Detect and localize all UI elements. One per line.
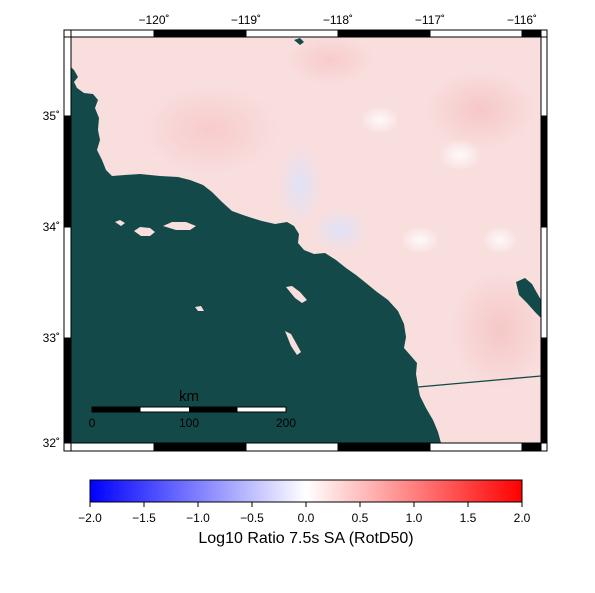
frame-bar-top-segment: [337, 29, 431, 38]
gulf-of-california: [516, 278, 541, 318]
lake: [294, 38, 304, 45]
colorbar-tick-label: 1.0: [406, 511, 423, 525]
map-area: [71, 37, 541, 443]
ratio-high-patch: [285, 37, 375, 85]
frame-bar-left-segment: [63, 226, 72, 339]
frame-bar-left-segment: [63, 337, 72, 444]
longitude-labels: −120˚ −119˚ −118˚ −117˚ −116˚: [138, 13, 537, 27]
ratio-high-patch: [140, 85, 280, 175]
colorbar-tick-label: −1.0: [186, 511, 210, 525]
frame-bar-top-segment: [521, 29, 542, 38]
scale-bar: km 0 100 200: [89, 388, 297, 430]
ratio-negative-patch: [312, 208, 368, 252]
ratio-high-patch: [450, 270, 541, 390]
lat-tick-label: 34˚: [43, 220, 60, 234]
frame-bar-top-segment: [245, 29, 339, 38]
frame-corner: [540, 29, 548, 38]
colorbar-ticks: [89, 502, 523, 507]
map-frame: [63, 29, 548, 452]
colorbar-tick-label: −1.5: [132, 511, 156, 525]
border-line: [417, 375, 541, 388]
scale-bar-label: 0: [89, 416, 96, 430]
frame-bar-right-segment: [540, 115, 548, 228]
ratio-low-patch: [400, 226, 440, 254]
frame-bar-top-segment: [70, 29, 155, 38]
frame-bar-left-segment: [63, 115, 72, 228]
frame-bar-bottom-segment: [337, 442, 431, 452]
ocean: [71, 37, 441, 443]
colorbar-tick-labels: −2.0 −1.5 −1.0 −0.5 0.0 0.5 1.0 1.5 2.0: [78, 511, 531, 525]
frame-corner: [63, 442, 72, 452]
colorbar-tick-label: 1.5: [460, 511, 477, 525]
colorbar: −2.0 −1.5 −1.0 −0.5 0.0 0.5 1.0 1.5 2.0 …: [78, 479, 531, 547]
frame-bar-bottom-segment: [429, 442, 523, 452]
colorbar-tick-label: 2.0: [514, 511, 531, 525]
lon-tick-label: −120˚: [138, 13, 169, 27]
frame-bar-top-segment: [153, 29, 247, 38]
scale-bar-label: 200: [276, 416, 296, 430]
frame-inner-border: [70, 36, 542, 444]
frame-bar-bottom-segment: [245, 442, 339, 452]
island: [163, 222, 196, 230]
colorbar-tick-label: −0.5: [240, 511, 264, 525]
frame-corner: [63, 29, 72, 38]
frame-corner: [540, 442, 548, 452]
lon-tick-label: −118˚: [323, 13, 353, 27]
scale-bar-unit: km: [179, 388, 199, 405]
ratio-high-patch: [425, 70, 535, 150]
frame-bar-left-segment: [63, 36, 72, 117]
colorbar-tick-label: −2.0: [78, 511, 102, 525]
island: [134, 227, 155, 236]
lat-tick-label: 33˚: [43, 331, 60, 345]
scale-bar-segment: [189, 407, 238, 412]
island: [285, 331, 301, 355]
colorbar-tick-label: 0.5: [352, 511, 369, 525]
ratio-low-patch: [482, 226, 518, 254]
frame-bar-bottom-segment: [70, 442, 155, 452]
lon-tick-label: −117˚: [415, 13, 445, 27]
frame-bar-right-segment: [540, 337, 548, 444]
lon-tick-label: −119˚: [231, 13, 261, 27]
frame-bar-bottom-segment: [153, 442, 247, 452]
frame-bar-bottom-segment: [521, 442, 542, 452]
frame-bar-right-segment: [540, 226, 548, 339]
ratio-low-patch: [360, 106, 400, 134]
island: [115, 220, 125, 226]
frame-bar-top-segment: [429, 29, 523, 38]
island: [195, 306, 204, 311]
frame-bar-right-segment: [540, 36, 548, 117]
ratio-low-patch: [438, 139, 482, 171]
island: [286, 286, 307, 303]
latitude-labels: 35˚ 34˚ 33˚ 32˚: [43, 109, 60, 450]
scale-bar-segment: [92, 407, 141, 412]
lon-tick-label: −116˚: [507, 13, 537, 27]
colorbar-tick-label: 0.0: [298, 511, 315, 525]
scale-bar-label: 100: [179, 416, 199, 430]
colorbar-gradient: [89, 479, 523, 503]
lat-tick-label: 35˚: [43, 109, 60, 123]
island: [437, 340, 441, 345]
lat-tick-label: 32˚: [43, 436, 60, 450]
colorbar-title: Log10 Ratio 7.5s SA (RotD50): [198, 530, 413, 547]
ratio-negative-patch: [278, 145, 322, 225]
